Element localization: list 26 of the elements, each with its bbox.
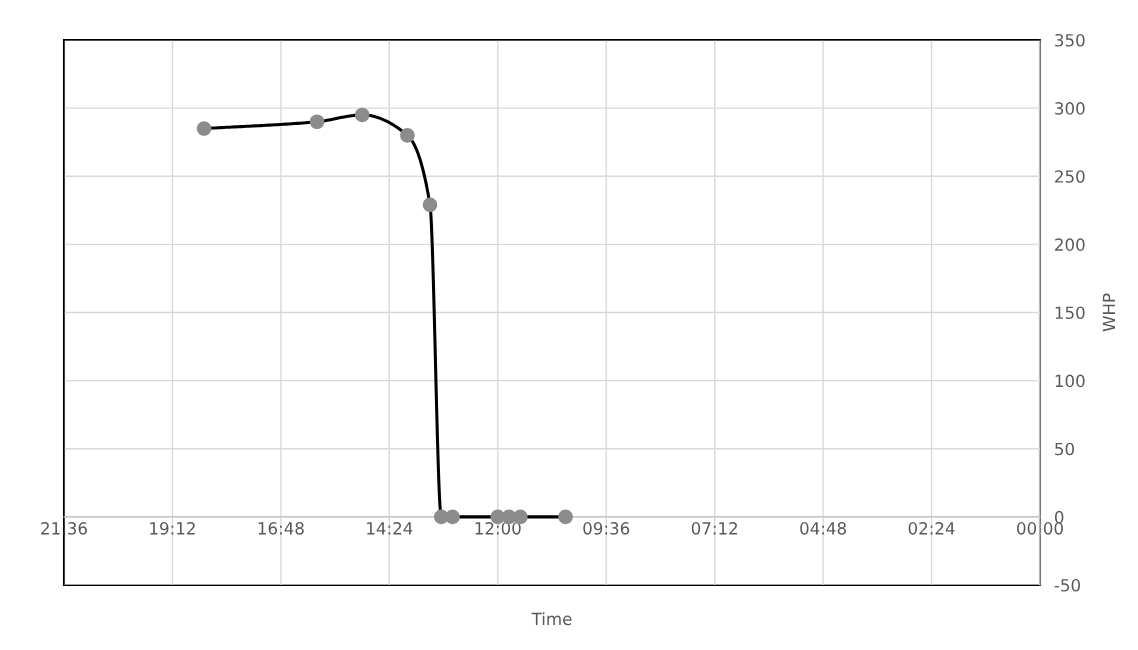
x-axis-title: Time <box>531 612 572 626</box>
y-tick-label: 300 <box>1055 102 1085 115</box>
x-tick-label: 16:48 <box>258 522 304 535</box>
y-tick-label: 100 <box>1055 374 1085 388</box>
x-tick-label: 04:48 <box>800 522 846 535</box>
point <box>354 107 370 123</box>
y-tick-label: 50 <box>1055 442 1074 456</box>
x-tick-label: 09:36 <box>583 522 630 535</box>
x-tick-label: 12:00 <box>475 522 521 535</box>
point <box>196 121 212 136</box>
x-tick-label: 07:12 <box>691 522 738 535</box>
point <box>422 197 438 213</box>
y-tick-label: 200 <box>1055 238 1085 251</box>
y-tick-label: 350 <box>1055 33 1085 47</box>
x-tick-label: 19:12 <box>150 522 195 535</box>
y-tick-label: 150 <box>1055 306 1085 320</box>
point <box>400 128 415 143</box>
y-tick-label: -50 <box>1054 578 1080 592</box>
y-tick-label: 250 <box>1055 170 1085 183</box>
x-tick-label: 02:24 <box>908 522 955 535</box>
y-axis-title: WHP <box>1102 293 1116 332</box>
x-tick-label: 14:24 <box>367 522 413 535</box>
point <box>558 509 573 525</box>
point <box>309 114 325 130</box>
point <box>445 509 460 525</box>
y-tick-label: 0 <box>1054 510 1064 524</box>
